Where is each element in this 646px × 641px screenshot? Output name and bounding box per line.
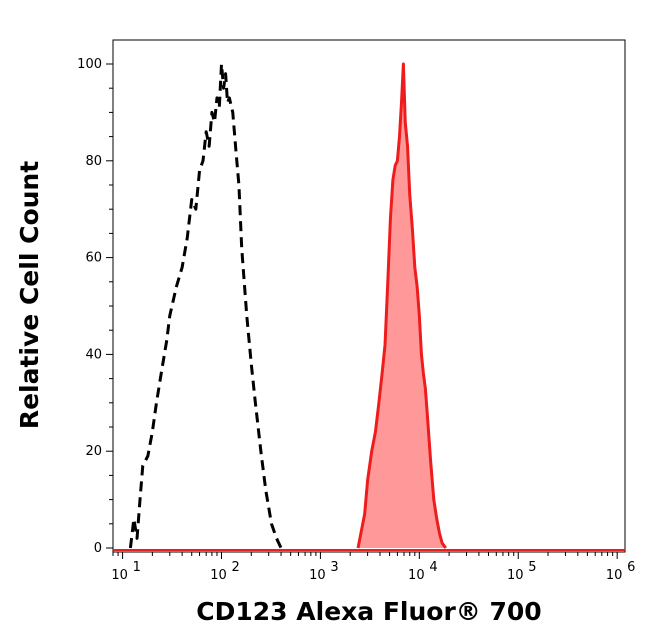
x-tick-label: 10 xyxy=(111,568,128,583)
histogram-line-0 xyxy=(128,62,283,549)
x-tick-exponent: 1 xyxy=(133,560,141,575)
histogram-fill-1 xyxy=(358,64,446,548)
x-tick-exponent: 2 xyxy=(232,560,240,575)
x-tick-label: 10 xyxy=(408,568,425,583)
y-tick-label: 80 xyxy=(85,154,102,169)
series-layer xyxy=(113,62,625,551)
y-tick-label: 60 xyxy=(85,251,102,266)
x-tick-exponent: 6 xyxy=(627,560,635,575)
x-axis-ticks: 10 1 10 2 10 3 10 4 10 5 10 6 xyxy=(111,552,635,583)
x-tick-label: 10 xyxy=(507,568,524,583)
x-tick-label: 10 xyxy=(210,568,227,583)
x-tick-exponent: 3 xyxy=(330,560,338,575)
y-tick-label: 100 xyxy=(77,57,102,72)
y-tick-label: 0 xyxy=(94,541,102,556)
y-tick-label: 20 xyxy=(85,444,102,459)
x-tick-exponent: 4 xyxy=(429,560,437,575)
histogram-line-1 xyxy=(356,62,447,549)
x-tick-label: 10 xyxy=(309,568,326,583)
x-tick-exponent: 5 xyxy=(528,560,536,575)
x-tick-label: 10 xyxy=(606,568,623,583)
y-axis-title: Relative Cell Count xyxy=(15,161,44,429)
y-tick-label: 40 xyxy=(85,347,102,362)
x-axis-title: CD123 Alexa Fluor® 700 xyxy=(196,597,541,626)
y-axis-ticks: 0 20 40 60 80 100 xyxy=(77,57,113,556)
